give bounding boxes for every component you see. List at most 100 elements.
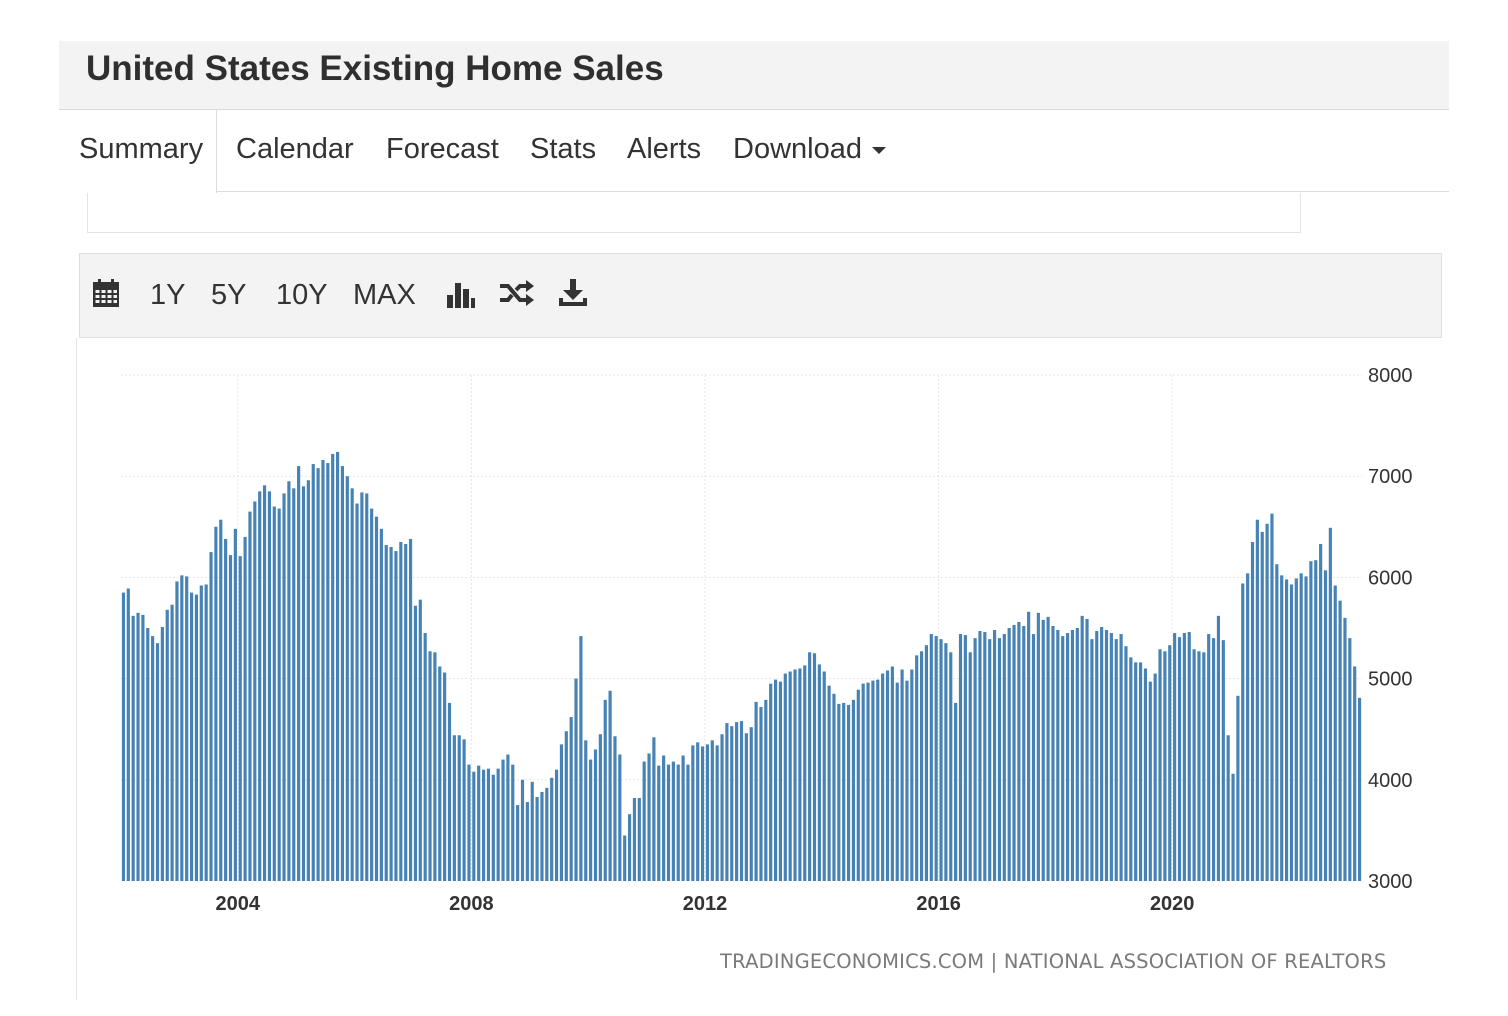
- bar: [1158, 649, 1162, 881]
- bar: [282, 493, 286, 881]
- bar: [1241, 583, 1245, 881]
- bar: [919, 651, 924, 881]
- bar: [219, 519, 223, 881]
- bar: [306, 480, 310, 881]
- bar: [1211, 638, 1216, 881]
- bar: [155, 643, 160, 881]
- bar: [1357, 697, 1362, 881]
- bar: [876, 679, 880, 881]
- tab-stats[interactable]: Stats: [530, 133, 597, 165]
- x-tick-label: 2016: [916, 893, 961, 915]
- bar: [691, 745, 695, 881]
- bar: [1314, 560, 1318, 881]
- bar: [992, 630, 997, 881]
- bar: [262, 485, 267, 881]
- bar: [1070, 630, 1075, 881]
- bar: [1197, 651, 1201, 881]
- bar: [321, 460, 325, 881]
- bar: [1192, 649, 1196, 881]
- bar-chart-icon[interactable]: [446, 280, 475, 308]
- bar: [467, 764, 471, 881]
- bar: [486, 768, 491, 881]
- download-icon[interactable]: [558, 278, 588, 308]
- bar: [1012, 624, 1016, 881]
- bar: [851, 699, 856, 881]
- bar: [1027, 611, 1031, 881]
- range-5y-button[interactable]: 5Y: [211, 279, 247, 311]
- bar: [808, 652, 812, 881]
- bar: [735, 722, 739, 881]
- range-1y-button[interactable]: 1Y: [150, 279, 186, 311]
- range-10y-button[interactable]: 10Y: [276, 279, 328, 311]
- bar: [973, 638, 977, 881]
- bar: [189, 592, 194, 881]
- bar: [350, 488, 354, 881]
- bar: [520, 779, 525, 881]
- tab-forecast[interactable]: Forecast: [386, 133, 499, 165]
- bar: [1323, 570, 1328, 881]
- bar: [545, 787, 549, 881]
- tab-bar: Summary Calendar Forecast Stats Alerts D…: [59, 110, 1449, 193]
- bar: [428, 651, 432, 881]
- bar: [627, 814, 632, 881]
- tab-summary[interactable]: Summary: [59, 110, 217, 193]
- bar: [710, 740, 714, 881]
- bar: [141, 614, 145, 881]
- bar: [652, 737, 656, 881]
- caret-down-icon: [871, 146, 886, 154]
- bar: [944, 643, 948, 881]
- bar: [934, 636, 938, 881]
- tab-divider: [216, 191, 1449, 192]
- bar: [516, 805, 520, 881]
- tab-download[interactable]: Download: [733, 132, 886, 166]
- range-max-button[interactable]: MAX: [353, 279, 416, 311]
- x-tick-label: 2012: [683, 893, 728, 915]
- bar: [550, 777, 554, 881]
- tab-calendar[interactable]: Calendar: [236, 133, 354, 165]
- bar: [404, 544, 408, 881]
- bar: [185, 576, 189, 881]
- bar: [131, 615, 135, 881]
- bar: [433, 652, 437, 881]
- bar: [1036, 612, 1040, 881]
- panel-left-border: [76, 338, 77, 1000]
- bar: [773, 679, 778, 881]
- bar: [978, 631, 982, 881]
- bar: [472, 771, 476, 881]
- bar: [676, 764, 680, 881]
- bar: [720, 734, 724, 881]
- bar: [370, 508, 374, 881]
- bar: [399, 541, 403, 881]
- bar: [915, 655, 919, 881]
- y-tick-label: 4000: [1368, 770, 1413, 792]
- bar: [788, 671, 792, 881]
- bar: [1207, 634, 1211, 881]
- y-tick-label: 7000: [1368, 466, 1413, 488]
- x-tick-label: 2008: [449, 893, 494, 915]
- bar: [511, 764, 515, 881]
- bar: [355, 503, 359, 881]
- bar: [1202, 652, 1206, 881]
- tab-alerts[interactable]: Alerts: [627, 133, 702, 165]
- bar: [1168, 645, 1172, 881]
- bar: [749, 727, 753, 881]
- x-tick-label: 2020: [1150, 893, 1195, 915]
- bar: [277, 508, 281, 881]
- bar: [900, 669, 904, 881]
- home-sales-chart: 3000 4000 5000 6000 7000 8000 2004 2008 2012 2016…: [121, 365, 1413, 915]
- bar: [725, 723, 729, 881]
- bar: [827, 685, 831, 881]
- bar: [671, 761, 675, 881]
- bar: [340, 466, 345, 881]
- bar: [1065, 633, 1070, 881]
- bar: [905, 680, 909, 881]
- bar: [642, 761, 646, 881]
- bar: [1143, 668, 1148, 881]
- page-title: United States Existing Home Sales: [86, 49, 664, 88]
- shuffle-icon[interactable]: [499, 280, 535, 306]
- calendar-icon[interactable]: [92, 278, 120, 308]
- bar: [1246, 573, 1250, 881]
- bar: [584, 740, 588, 881]
- bar: [496, 768, 500, 881]
- bar: [564, 731, 568, 881]
